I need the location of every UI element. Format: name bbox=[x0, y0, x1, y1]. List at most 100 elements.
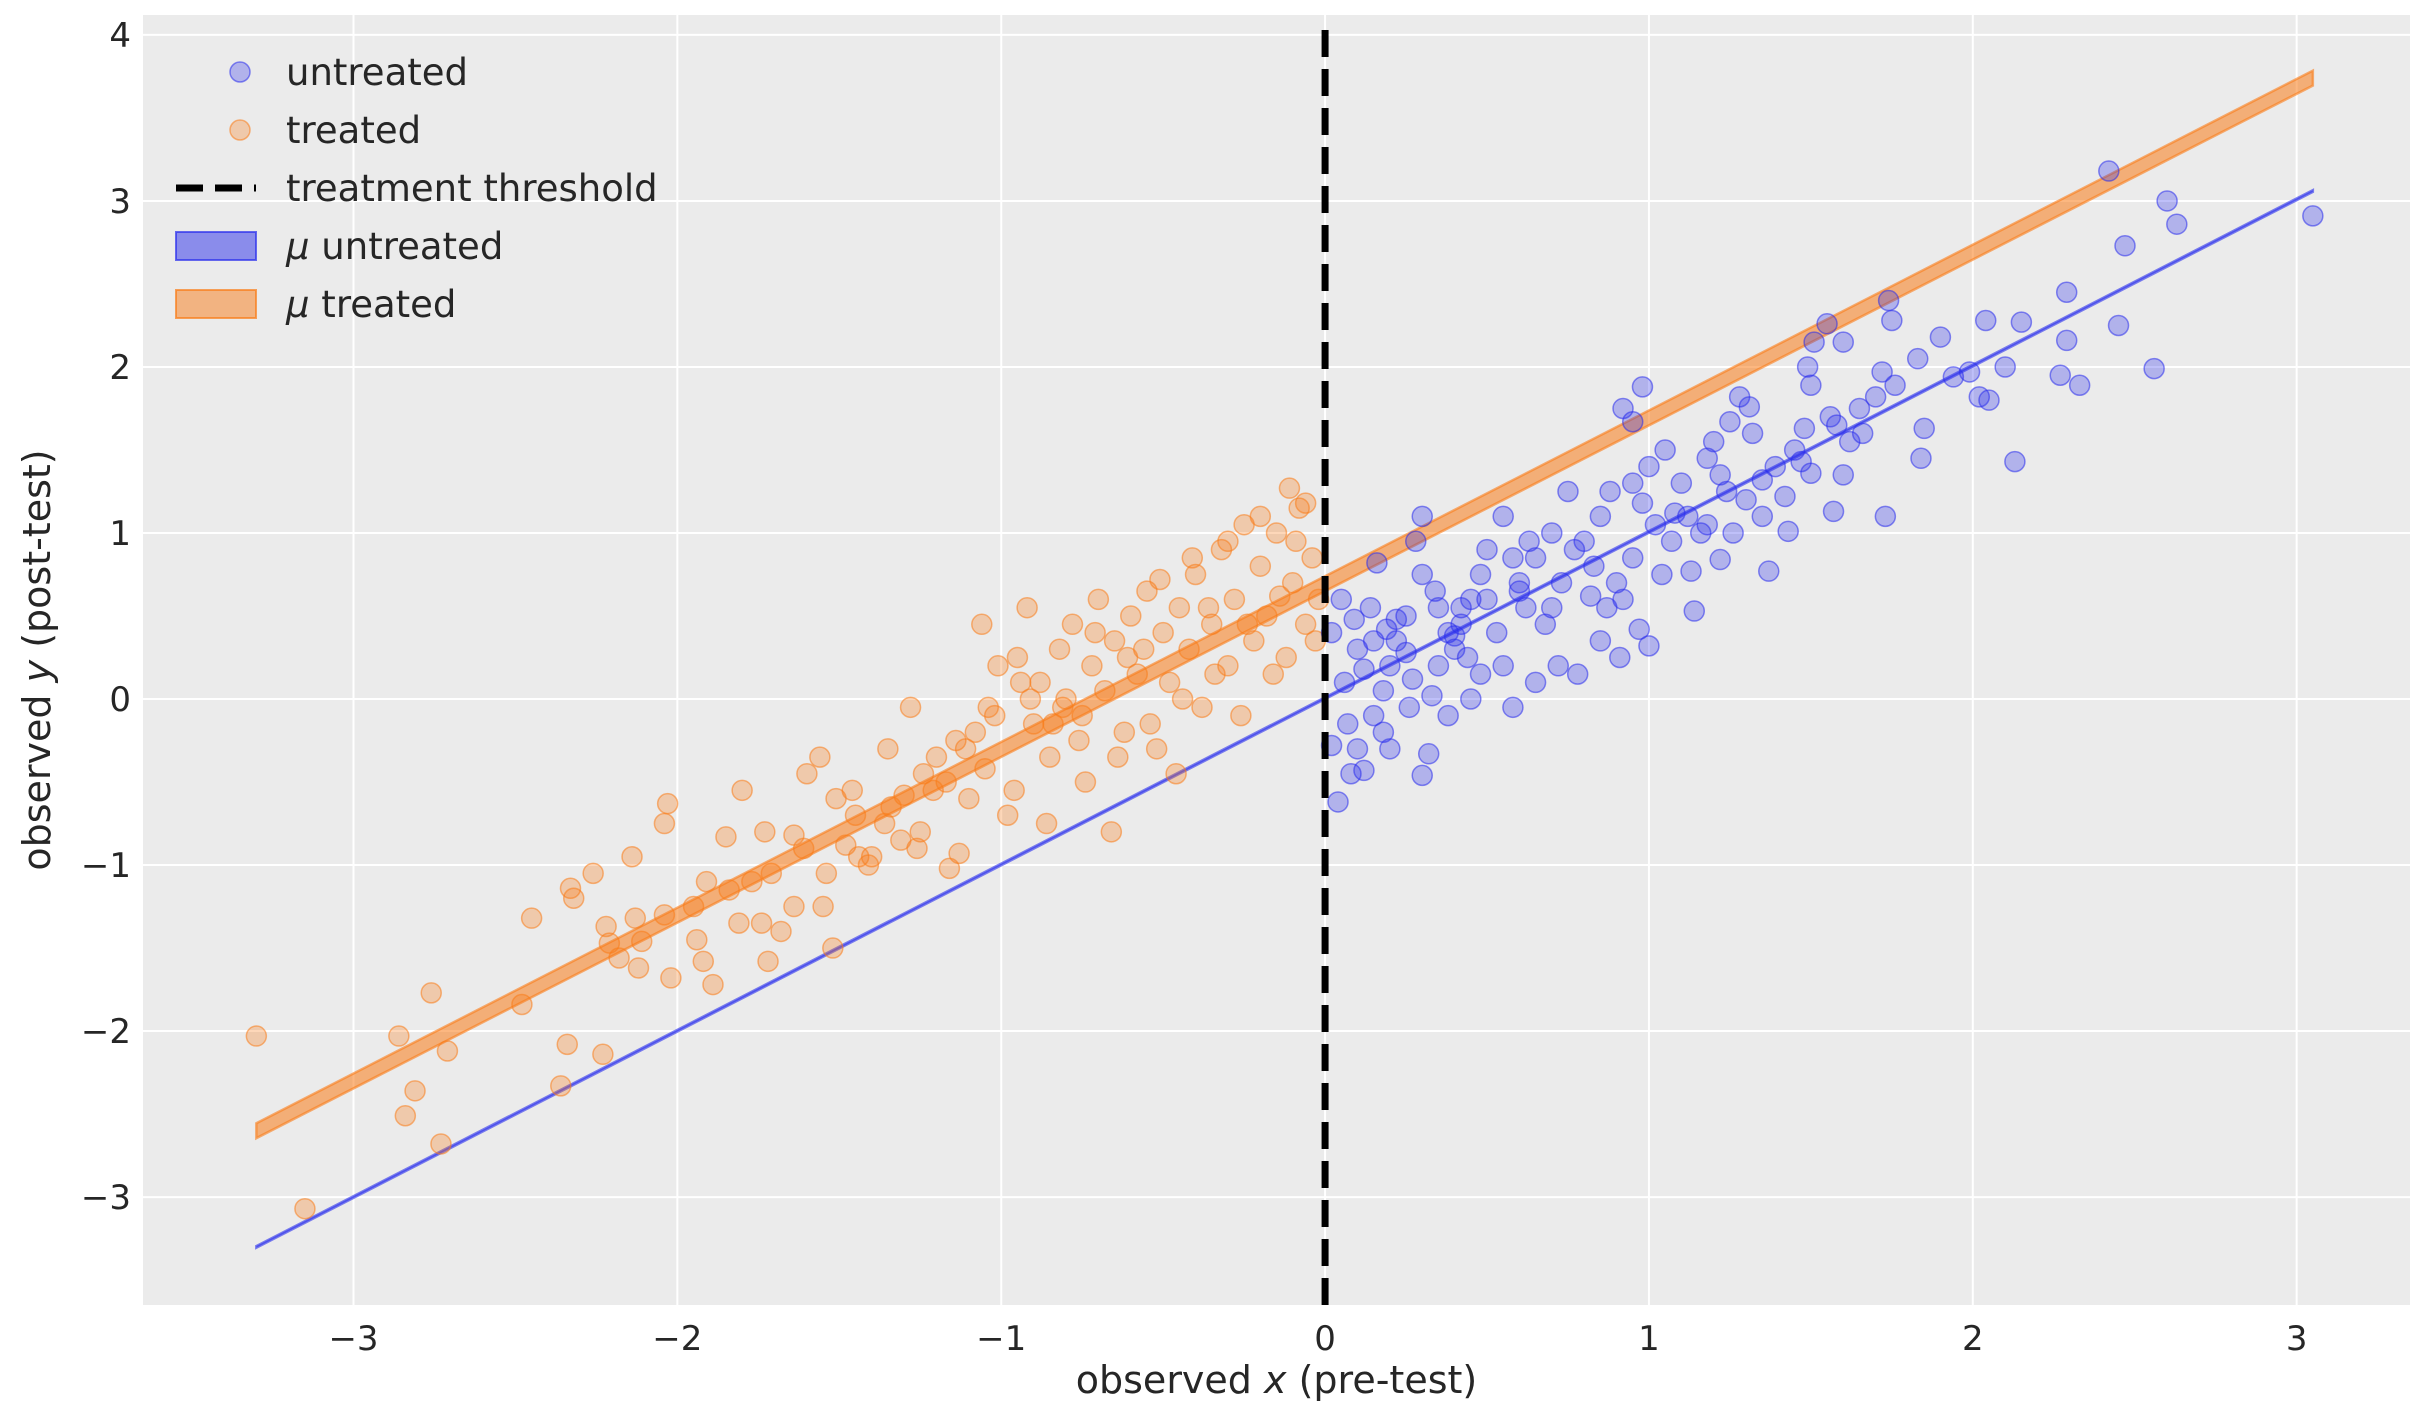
untreated-point bbox=[1774, 485, 1796, 508]
treated-point bbox=[890, 829, 912, 851]
legend-mu-untreated-patch bbox=[175, 231, 257, 261]
treated-point bbox=[1171, 688, 1194, 710]
treated-point bbox=[621, 845, 643, 868]
treated-point bbox=[1016, 596, 1038, 619]
treated-point bbox=[948, 842, 970, 865]
untreated-point bbox=[1803, 331, 1825, 353]
treated-point bbox=[1168, 596, 1191, 619]
treated-point bbox=[1126, 663, 1148, 685]
treated-point bbox=[1009, 671, 1032, 694]
treated-point bbox=[996, 804, 1019, 826]
treated-point bbox=[624, 907, 647, 929]
untreated-point bbox=[1336, 713, 1359, 735]
untreated-point bbox=[1398, 696, 1421, 719]
untreated-point bbox=[1631, 376, 1654, 398]
y-tick-label: 1 bbox=[109, 514, 131, 554]
treated-point bbox=[796, 762, 818, 785]
untreated-point bbox=[1524, 547, 1547, 569]
untreated-point bbox=[1777, 520, 1799, 543]
legend-treated-label: treated bbox=[286, 109, 421, 152]
treated-point bbox=[1158, 671, 1181, 694]
treated-point bbox=[857, 854, 880, 876]
treated-point bbox=[1039, 746, 1061, 768]
untreated-point bbox=[1871, 361, 1893, 383]
untreated-point bbox=[1411, 505, 1433, 528]
untreated-point bbox=[1929, 326, 1952, 348]
treated-point bbox=[812, 895, 834, 918]
treated-point bbox=[877, 738, 899, 760]
untreated-point bbox=[1346, 738, 1369, 760]
mu-untreated-band bbox=[255, 188, 2315, 1250]
treated-point bbox=[1139, 713, 1161, 735]
untreated-point bbox=[1913, 417, 1935, 440]
treated-point bbox=[1042, 713, 1064, 735]
untreated-point bbox=[1816, 313, 1838, 335]
treated-point bbox=[660, 967, 682, 989]
untreated-point bbox=[2098, 160, 2120, 182]
treated-point bbox=[1217, 655, 1239, 677]
treated-point bbox=[809, 746, 831, 768]
untreated-point bbox=[1851, 422, 1874, 445]
untreated-point bbox=[1557, 480, 1579, 503]
treated-point bbox=[653, 812, 676, 835]
legend-untreated-label: untreated bbox=[286, 51, 468, 94]
x-tick-label: −2 bbox=[652, 1319, 702, 1359]
treated-point bbox=[394, 1104, 417, 1127]
treated-point bbox=[822, 937, 844, 959]
x-tick-label: −3 bbox=[328, 1319, 378, 1359]
legend-label-text: untreated bbox=[310, 225, 504, 268]
untreated-point bbox=[1690, 522, 1712, 544]
treated-point bbox=[556, 1033, 579, 1056]
treated-point bbox=[1285, 530, 1307, 553]
treated-point bbox=[1120, 605, 1142, 627]
untreated-point bbox=[1508, 580, 1531, 602]
untreated-point bbox=[1589, 630, 1612, 652]
treated-point bbox=[404, 1080, 426, 1102]
untreated-point bbox=[1751, 469, 1774, 491]
treated-point bbox=[1268, 585, 1291, 607]
treated-point bbox=[1084, 621, 1106, 644]
treated-point bbox=[964, 721, 987, 743]
treated-point bbox=[987, 655, 1009, 677]
treated-point bbox=[1200, 613, 1223, 636]
x-tick-label: 3 bbox=[2286, 1319, 2308, 1359]
untreated-point bbox=[1719, 411, 1741, 433]
x-tick-label: 1 bbox=[1638, 1319, 1660, 1359]
treated-point bbox=[757, 950, 779, 973]
treated-point bbox=[1052, 696, 1074, 719]
untreated-point bbox=[1848, 397, 1871, 420]
untreated-point bbox=[1758, 560, 1780, 582]
untreated-point bbox=[1974, 309, 1997, 332]
untreated-point bbox=[1822, 500, 1845, 523]
treated-point bbox=[912, 762, 935, 785]
untreated-point bbox=[1832, 331, 1854, 353]
untreated-point bbox=[1417, 743, 1440, 765]
legend-label-text: treated bbox=[310, 283, 457, 326]
untreated-point bbox=[2055, 329, 2078, 352]
treated-point bbox=[550, 1075, 572, 1097]
treated-point bbox=[430, 1133, 452, 1155]
x-tick-label: −1 bbox=[976, 1319, 1026, 1359]
untreated-point bbox=[1502, 547, 1524, 569]
legend-mu-treated-label: μ treated bbox=[285, 283, 456, 326]
legend-threshold-label: treatment threshold bbox=[286, 167, 658, 210]
treated-point bbox=[1116, 646, 1139, 669]
treated-point bbox=[922, 779, 944, 802]
treated-point bbox=[511, 993, 533, 1016]
treated-point bbox=[1022, 713, 1045, 735]
untreated-point bbox=[2166, 213, 2188, 235]
y-tick-label: −2 bbox=[81, 1012, 131, 1052]
untreated-point bbox=[2004, 450, 2026, 473]
untreated-point bbox=[2114, 235, 2136, 257]
treated-point bbox=[880, 796, 902, 818]
grid bbox=[143, 15, 2410, 1305]
untreated-point bbox=[1424, 580, 1446, 602]
treated-point bbox=[1262, 663, 1285, 685]
treated-point bbox=[1256, 605, 1278, 627]
treated-point bbox=[1217, 530, 1239, 553]
treated-point bbox=[715, 826, 737, 848]
untreated-point bbox=[1340, 762, 1362, 785]
untreated-point bbox=[1621, 547, 1644, 569]
untreated-point bbox=[1547, 655, 1570, 677]
